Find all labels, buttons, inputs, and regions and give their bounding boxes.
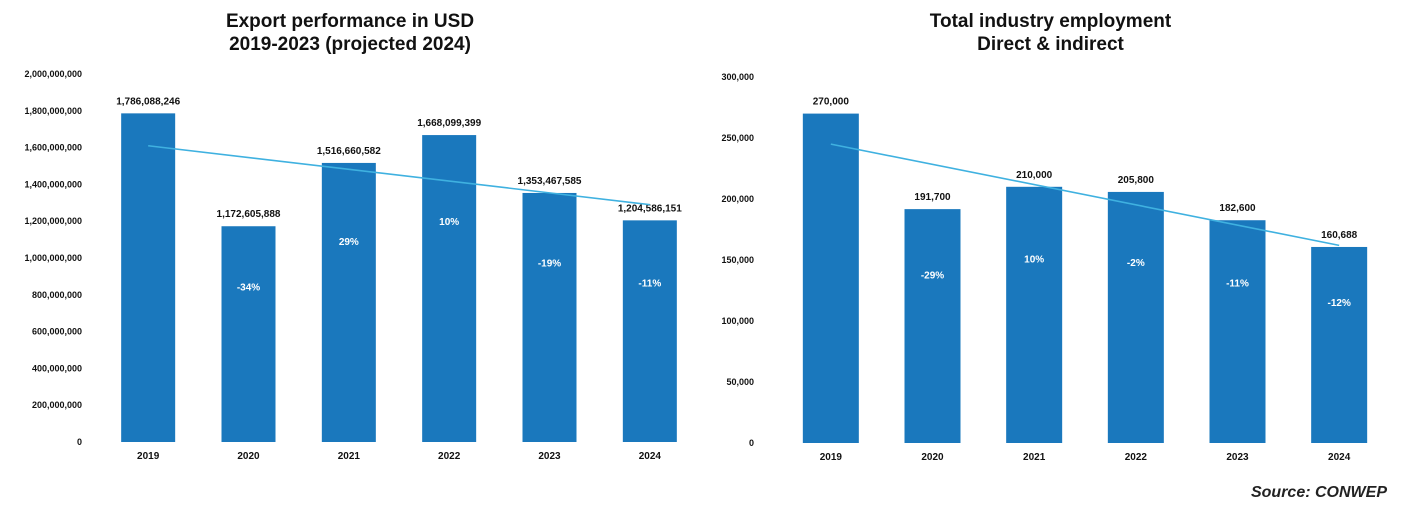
bar-value-label: 191,700 [914, 192, 951, 203]
y-tick-label: 200,000,000 [32, 400, 82, 410]
bar [802, 113, 859, 443]
trendline [830, 143, 1340, 247]
bar [904, 209, 961, 443]
x-tick-label: 2021 [338, 451, 361, 462]
bar-change-label: 10% [439, 217, 459, 228]
bar-value-label: 210,000 [1016, 170, 1053, 181]
bar-value-label: 1,353,467,585 [518, 176, 582, 187]
x-tick-label: 2022 [438, 451, 461, 462]
y-tick-label: 600,000,000 [32, 327, 82, 337]
bar-change-label: -11% [1226, 279, 1249, 290]
y-tick-label: 800,000,000 [32, 290, 82, 300]
bar [622, 220, 677, 442]
y-tick-label: 1,200,000,000 [24, 216, 82, 226]
y-tick-label: 150,000 [721, 255, 754, 265]
bar [1006, 186, 1063, 444]
y-tick-label: 400,000,000 [32, 363, 82, 373]
bar [522, 192, 577, 442]
y-tick-label: 300,000 [721, 72, 754, 82]
x-tick-label: 2023 [1226, 452, 1249, 463]
bar-change-label: 29% [339, 237, 359, 248]
bar [422, 135, 477, 443]
bar-value-label: 1,516,660,582 [317, 146, 381, 157]
chart-title-line-1: Total industry employment [929, 11, 1172, 32]
bar-value-label: 182,600 [1219, 203, 1256, 214]
bar-value-label: 1,204,586,151 [618, 203, 682, 214]
x-tick-label: 2024 [1328, 452, 1351, 463]
source-note: Source: CONWEP [1250, 484, 1387, 501]
y-tick-label: 1,000,000,000 [24, 253, 82, 263]
y-tick-label: 1,600,000,000 [24, 143, 82, 153]
bar-change-label: -19% [538, 259, 561, 270]
y-tick-label: 0 [749, 438, 754, 448]
bar [1107, 191, 1164, 443]
x-tick-label: 2021 [1023, 452, 1046, 463]
export-performance-chart: Export performance in USD 2019-2023 (pro… [0, 0, 700, 480]
bar [1311, 246, 1368, 443]
y-tick-label: 250,000 [721, 133, 754, 143]
y-tick-label: 2,000,000,000 [24, 69, 82, 79]
y-tick-label: 50,000 [726, 377, 754, 387]
y-tick-label: 1,800,000,000 [24, 106, 82, 116]
chart-title: Export performance in USD 2019-2023 (pro… [0, 10, 700, 56]
bar-value-label: 205,800 [1118, 175, 1155, 186]
bar [221, 226, 276, 442]
bar-value-label: 270,000 [813, 97, 850, 108]
x-tick-label: 2019 [820, 452, 843, 463]
chart-title: Total industry employment Direct & indir… [700, 10, 1401, 56]
y-tick-label: 200,000 [721, 194, 754, 204]
bar-change-label: -34% [237, 283, 260, 294]
chart-title-line-1: Export performance in USD [225, 11, 475, 32]
y-tick-label: 100,000 [721, 316, 754, 326]
employment-chart: Total industry employment Direct & indir… [700, 0, 1401, 480]
x-tick-label: 2024 [639, 451, 662, 462]
y-tick-label: 0 [77, 437, 82, 447]
x-tick-label: 2020 [921, 452, 944, 463]
x-tick-label: 2023 [538, 451, 561, 462]
bar-change-label: 10% [1024, 255, 1044, 266]
bar-value-label: 1,668,099,399 [417, 118, 481, 129]
bar-change-label: -2% [1127, 258, 1145, 269]
bar-value-label: 160,688 [1321, 230, 1358, 241]
bar-change-label: -29% [921, 271, 944, 282]
trendline [148, 144, 650, 206]
chart-title-line-2: Direct & indirect [977, 34, 1124, 55]
bar [121, 113, 176, 442]
x-tick-label: 2020 [237, 451, 260, 462]
x-tick-label: 2022 [1125, 452, 1148, 463]
x-tick-label: 2019 [137, 451, 160, 462]
bar-change-label: -11% [638, 278, 661, 289]
employment-bar-chart-svg: 0 50,000 100,000 150,000 200,000 250,000 300,0… [721, 72, 1368, 463]
bar-value-label: 1,172,605,888 [217, 209, 281, 220]
bar-value-label: 1,786,088,246 [116, 96, 180, 107]
bar [1209, 220, 1266, 443]
bar [321, 162, 376, 442]
y-tick-label: 1,400,000,000 [24, 179, 82, 189]
chart-title-line-2: 2019-2023 (projected 2024) [229, 34, 471, 55]
export-bar-chart-svg: 0 200,000,000 400,000,000 600,000,000 800,00… [24, 69, 682, 462]
bar-change-label: -12% [1327, 298, 1350, 309]
